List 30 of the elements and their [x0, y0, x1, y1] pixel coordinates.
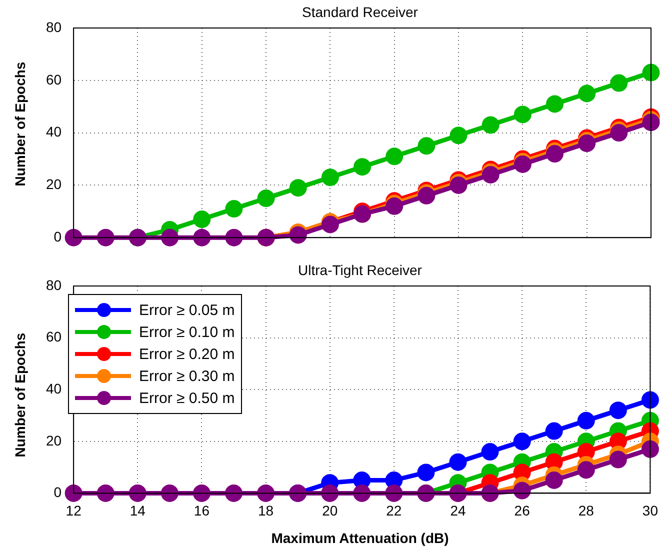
y-tick-label: 60: [46, 71, 62, 88]
y-tick-label: 0: [54, 228, 62, 244]
y-tick-label: 40: [46, 380, 62, 396]
y-axis-title: Number of Epochs: [12, 62, 28, 186]
x-tick-label: 26: [514, 502, 530, 518]
x-tick-label: 20: [322, 502, 338, 518]
y-tick-label: 80: [46, 18, 62, 35]
chart-title: Ultra-Tight Receiver: [297, 262, 423, 278]
y-tick-label: 40: [46, 124, 62, 140]
y-axis-title: Number of Epochs: [12, 332, 28, 458]
legend-label: Error ≥ 0.05 m: [139, 302, 235, 318]
y-tick-label: 60: [46, 328, 62, 345]
x-axis-title: Maximum Attenuation (dB): [270, 530, 450, 546]
x-tick-label: 14: [130, 502, 146, 518]
x-tick-label: 22: [386, 502, 402, 518]
chart-title: Standard Receiver: [301, 4, 419, 20]
legend-label: Error ≥ 0.10 m: [139, 324, 235, 340]
x-tick-label: 12: [66, 502, 82, 518]
x-tick-label: 18: [258, 502, 274, 518]
legend-label: Error ≥ 0.20 m: [139, 346, 235, 362]
legend-label: Error ≥ 0.30 m: [139, 368, 235, 384]
x-tick-label: 24: [450, 502, 466, 518]
x-tick-label: 28: [578, 502, 594, 518]
y-tick-label: 80: [46, 276, 62, 293]
y-tick-label: 0: [54, 484, 62, 500]
x-tick-label: 16: [194, 502, 210, 518]
x-tick-label: 30: [642, 502, 658, 518]
legend-label: Error ≥ 0.50 m: [139, 390, 235, 406]
y-tick-label: 20: [46, 176, 62, 192]
y-tick-label: 20: [46, 432, 62, 448]
